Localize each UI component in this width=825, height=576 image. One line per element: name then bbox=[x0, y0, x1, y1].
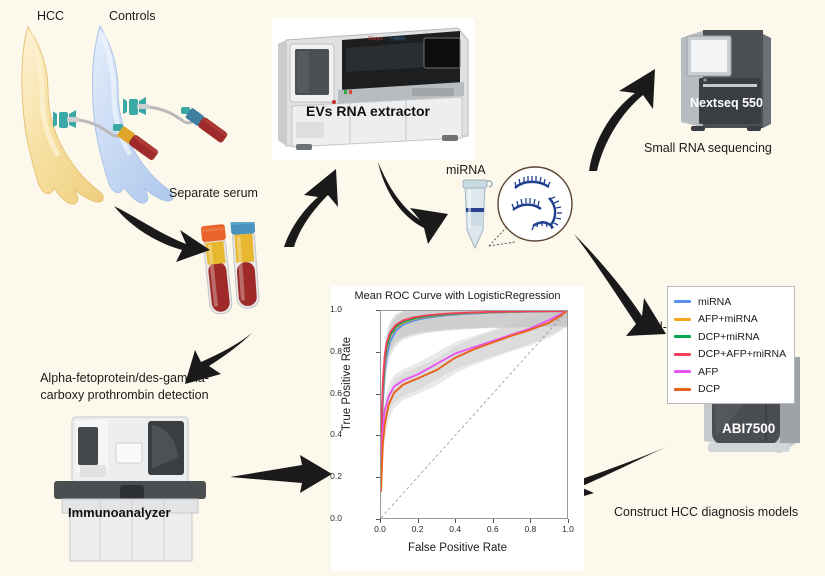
chart-y-tickmark bbox=[376, 310, 380, 311]
legend-item[interactable]: AFP bbox=[674, 363, 786, 381]
chart-x-tick: 0.8 bbox=[524, 524, 537, 534]
arrow-mirna-to-sequencer bbox=[589, 69, 655, 171]
chart-x-tickmark bbox=[455, 519, 457, 523]
label-small-rna-sequencing: Small RNA sequencing bbox=[644, 141, 772, 155]
chart-x-tick: 1.0 bbox=[562, 524, 574, 534]
arrow-extractor-to-mirna bbox=[378, 162, 448, 244]
label-controls: Controls bbox=[109, 9, 156, 23]
label-afp-dcp-detection: Alpha-fetoprotein/des-gamma-carboxy prot… bbox=[40, 371, 209, 402]
legend-color-swatch bbox=[674, 370, 691, 374]
chart-y-tick: 0.2 bbox=[330, 471, 342, 482]
chart-x-tick: 0.6 bbox=[486, 524, 499, 534]
chart-title: Mean ROC Curve with LogisticRegression bbox=[354, 290, 561, 302]
label-nextseq-550: Nextseq 550 bbox=[690, 96, 763, 110]
svg-text:生物科技: 生物科技 bbox=[390, 35, 406, 41]
roc-chance-line bbox=[381, 311, 567, 518]
chart-y-tick: 0.0 bbox=[330, 513, 342, 523]
legend-label: miRNA bbox=[698, 295, 732, 308]
roc-curves bbox=[381, 311, 567, 518]
chart-y-tickmark bbox=[376, 435, 380, 437]
chart-y-tick: 0.8 bbox=[330, 345, 342, 356]
roc-confidence-band bbox=[381, 311, 567, 499]
legend-color-swatch bbox=[674, 335, 691, 339]
label-immunoanalyzer: Immunoanalyzer bbox=[68, 505, 171, 520]
legend-label: DCP bbox=[698, 383, 721, 396]
legend-color-swatch bbox=[674, 352, 691, 356]
arrow-tubes-to-extractor bbox=[284, 169, 338, 247]
legend-item[interactable]: DCP+AFP+miRNA bbox=[674, 346, 786, 364]
roc-confidence-band bbox=[381, 311, 567, 507]
chart-x-tickmark bbox=[492, 519, 494, 523]
blood-draw-control bbox=[123, 97, 228, 143]
mirna-magnifier bbox=[488, 166, 573, 247]
legend-label: AFP+miRNA bbox=[698, 313, 758, 326]
evs-rna-extractor-device: Magen 生物科技 bbox=[272, 18, 475, 160]
blood-draw-hcc bbox=[53, 110, 159, 161]
label-mirna: miRNA bbox=[446, 163, 486, 177]
chart-y-axis-label: True Positive Rate bbox=[341, 336, 353, 432]
label-abi7500: ABI7500 bbox=[722, 421, 776, 436]
chart-y-tick: 0.4 bbox=[330, 429, 342, 440]
chart-x-tickmark bbox=[530, 519, 532, 523]
roc-series-dcp bbox=[381, 311, 567, 491]
chart-y-tickmark bbox=[376, 477, 380, 479]
roc-chart-panel: Mean ROC Curve with LogisticRegression T… bbox=[330, 286, 796, 571]
chart-x-tickmark bbox=[417, 519, 419, 523]
chart-legend: miRNA AFP+miRNA DCP+miRNA DCP+AFP+miRNA AFP D… bbox=[667, 286, 796, 404]
legend-item[interactable]: DCP+miRNA bbox=[674, 328, 786, 346]
label-separate-serum: Separate serum bbox=[169, 186, 258, 200]
chart-y-tick: 0.6 bbox=[330, 387, 342, 398]
legend-color-swatch bbox=[674, 300, 691, 304]
serum-tubes bbox=[200, 222, 260, 315]
chart-plot-area bbox=[380, 310, 568, 519]
legend-label: AFP bbox=[698, 365, 719, 378]
chart-x-tick: 0.4 bbox=[449, 524, 462, 534]
label-evs-rna-extractor: EVs RNA extractor bbox=[306, 103, 430, 119]
arrow-arms-to-tubes bbox=[114, 206, 210, 262]
legend-color-swatch bbox=[674, 317, 691, 321]
svg-text:Magen: Magen bbox=[368, 36, 384, 42]
legend-item[interactable]: AFP+miRNA bbox=[674, 311, 786, 329]
chart-y-tickmark bbox=[376, 519, 380, 520]
label-hcc: HCC bbox=[37, 9, 65, 23]
legend-label: DCP+miRNA bbox=[698, 330, 760, 343]
chart-x-tick: 0.0 bbox=[374, 524, 386, 534]
chart-x-tick: 0.2 bbox=[411, 524, 424, 534]
chart-x-tickmark bbox=[568, 519, 569, 523]
roc-series-afp bbox=[381, 311, 567, 479]
arrow-immunoanalyzer-to-chart bbox=[230, 455, 332, 493]
legend-color-swatch bbox=[674, 387, 691, 391]
arrow-tubes-to-immunoanalyzer bbox=[185, 332, 253, 384]
legend-label: DCP+AFP+miRNA bbox=[698, 348, 787, 361]
chart-y-tickmark bbox=[376, 393, 380, 395]
legend-item[interactable]: miRNA bbox=[674, 293, 786, 311]
label-construct-models: Construct HCC diagnosis models bbox=[614, 505, 799, 519]
chart-x-tickmark bbox=[380, 519, 381, 523]
nextseq-550-device bbox=[681, 30, 771, 131]
legend-item[interactable]: DCP bbox=[674, 381, 786, 399]
chart-y-tickmark bbox=[376, 351, 380, 353]
arrow-mirna-to-pcr bbox=[574, 234, 666, 336]
roc-series-dcp-afp-mirna bbox=[381, 311, 567, 466]
chart-y-tick: 1.0 bbox=[330, 304, 342, 314]
immunoanalyzer-device bbox=[54, 416, 206, 562]
mirna-tube bbox=[462, 179, 493, 250]
chart-x-axis-label: False Positive Rate bbox=[407, 542, 508, 554]
